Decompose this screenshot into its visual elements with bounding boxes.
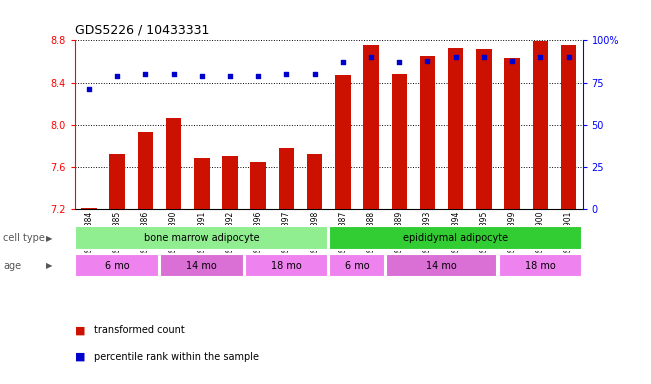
Text: ■: ■ xyxy=(75,352,85,362)
FancyBboxPatch shape xyxy=(499,254,582,277)
Text: ■: ■ xyxy=(75,325,85,335)
Bar xyxy=(363,45,379,209)
Text: 14 mo: 14 mo xyxy=(186,260,217,271)
Bar xyxy=(166,119,182,209)
Point xyxy=(309,71,320,77)
Point xyxy=(112,73,122,79)
Point xyxy=(281,71,292,77)
Bar xyxy=(476,49,492,209)
Text: cell type: cell type xyxy=(3,233,45,243)
Bar xyxy=(81,208,97,209)
Point xyxy=(253,73,264,79)
Bar xyxy=(533,41,548,209)
Point xyxy=(140,71,150,77)
FancyBboxPatch shape xyxy=(76,226,328,250)
Text: epididymal adipocyte: epididymal adipocyte xyxy=(403,233,508,243)
Point xyxy=(394,59,404,65)
Bar xyxy=(194,157,210,209)
Point xyxy=(366,54,376,60)
Text: 6 mo: 6 mo xyxy=(105,260,130,271)
FancyBboxPatch shape xyxy=(160,254,243,277)
FancyBboxPatch shape xyxy=(245,254,328,277)
Bar xyxy=(279,148,294,209)
Point xyxy=(225,73,235,79)
Bar xyxy=(448,48,464,209)
Text: 14 mo: 14 mo xyxy=(426,260,457,271)
FancyBboxPatch shape xyxy=(76,254,159,277)
Bar xyxy=(109,154,125,209)
FancyBboxPatch shape xyxy=(329,226,582,250)
Point xyxy=(535,54,546,60)
Text: age: age xyxy=(3,260,21,271)
Bar xyxy=(561,45,576,209)
Text: percentile rank within the sample: percentile rank within the sample xyxy=(94,352,259,362)
Point xyxy=(169,71,179,77)
Point xyxy=(197,73,207,79)
Text: ▶: ▶ xyxy=(46,261,52,270)
Bar xyxy=(137,132,153,209)
Text: 18 mo: 18 mo xyxy=(525,260,556,271)
Bar xyxy=(251,162,266,209)
Point xyxy=(478,54,489,60)
Bar xyxy=(307,154,322,209)
Point xyxy=(84,86,94,93)
Point xyxy=(507,58,518,64)
Point xyxy=(338,59,348,65)
Point xyxy=(450,54,461,60)
Bar xyxy=(505,58,520,209)
Point xyxy=(563,54,574,60)
Text: ▶: ▶ xyxy=(46,233,52,243)
Text: transformed count: transformed count xyxy=(94,325,185,335)
FancyBboxPatch shape xyxy=(386,254,497,277)
Point xyxy=(422,58,433,64)
Bar xyxy=(391,74,407,209)
Text: bone marrow adipocyte: bone marrow adipocyte xyxy=(144,233,260,243)
FancyBboxPatch shape xyxy=(329,254,385,277)
Text: GDS5226 / 10433331: GDS5226 / 10433331 xyxy=(75,23,209,36)
Text: 6 mo: 6 mo xyxy=(344,260,369,271)
Bar xyxy=(420,56,436,209)
Bar xyxy=(335,75,351,209)
Text: 18 mo: 18 mo xyxy=(271,260,302,271)
Bar xyxy=(222,157,238,209)
